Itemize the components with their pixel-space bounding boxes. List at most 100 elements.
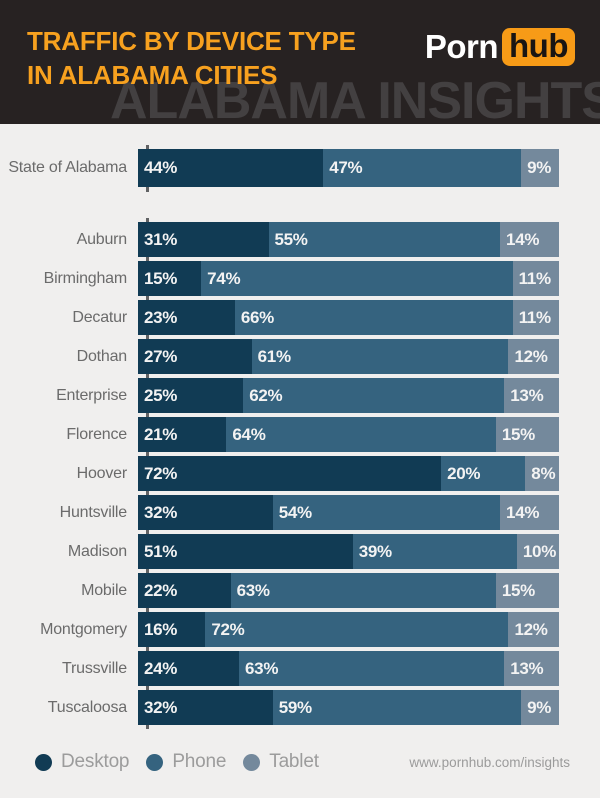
- desktop-value-label: 51%: [144, 541, 178, 561]
- tablet-value-label: 12%: [514, 619, 548, 639]
- bar-row: Auburn 31% 55% 14%: [0, 222, 600, 257]
- row-label: Madison: [67, 542, 127, 560]
- phone-value-label: 61%: [257, 346, 291, 366]
- legend-label: Phone: [172, 751, 227, 772]
- city-rows-group: Auburn 31% 55% 14% Birmingham 15% 74% 11% Decatu…: [0, 222, 600, 725]
- phone-value-label: 74%: [207, 268, 241, 288]
- stacked-bar: 21% 64% 15%: [138, 417, 559, 452]
- tablet-value-label: 13%: [510, 658, 544, 678]
- segment-phone: 47%: [323, 149, 522, 187]
- row-label: Hoover: [76, 464, 128, 482]
- tablet-value-label: 10%: [522, 541, 557, 561]
- segment-phone: 20%: [441, 456, 526, 491]
- bar-row: Hoover 72% 20% 8%: [0, 456, 600, 491]
- bar-row: Madison 51% 39% 10%: [0, 534, 600, 569]
- legend-item-tablet: Tablet: [243, 751, 319, 773]
- segment-desktop: 32%: [138, 690, 273, 725]
- desktop-value-label: 31%: [144, 229, 178, 249]
- bar-row: Florence 21% 64% 15%: [0, 417, 600, 452]
- segment-phone: 55%: [268, 222, 501, 257]
- desktop-value-label: 21%: [144, 424, 178, 444]
- segment-desktop: 23%: [138, 300, 235, 335]
- segment-phone: 63%: [239, 651, 505, 686]
- segment-tablet: 14%: [500, 222, 559, 257]
- segment-desktop: 51%: [138, 534, 353, 569]
- segment-desktop: 27%: [138, 339, 252, 374]
- infographic-title: TRAFFIC BY DEVICE TYPE IN ALABAMA CITIES: [27, 24, 356, 92]
- desktop-value-label: 32%: [144, 502, 178, 522]
- segment-desktop: 44%: [138, 149, 324, 187]
- stacked-bar: 16% 72% 12%: [138, 612, 559, 647]
- phone-value-label: 59%: [278, 697, 312, 717]
- row-label: Tuscaloosa: [47, 698, 127, 716]
- row-label: Trussville: [62, 659, 127, 677]
- segment-tablet: 9%: [521, 149, 559, 187]
- stacked-bar: 32% 59% 9%: [138, 690, 559, 725]
- desktop-value-label: 25%: [144, 385, 178, 405]
- segment-tablet: 8%: [525, 456, 559, 491]
- tablet-value-label: 15%: [501, 580, 535, 600]
- watermark-text: ALABAMA INSIGHTS: [110, 72, 600, 124]
- segment-tablet: 12%: [508, 339, 559, 374]
- segment-phone: 72%: [205, 612, 509, 647]
- tablet-value-label: 11%: [518, 307, 551, 327]
- device-type-chart: State of Alabama 44% 47% 9% Auburn 31% 55% 14%…: [0, 124, 600, 798]
- legend-swatch-tablet: [243, 753, 261, 771]
- segment-phone: 61%: [251, 339, 509, 374]
- desktop-value-label: 44%: [144, 158, 178, 177]
- row-label: Florence: [66, 425, 127, 443]
- tablet-value-label: 11%: [518, 268, 551, 288]
- row-label: Dothan: [76, 347, 128, 365]
- desktop-value-label: 22%: [144, 580, 178, 600]
- segment-desktop: 72%: [138, 456, 442, 491]
- segment-tablet: 11%: [512, 300, 559, 335]
- legend-swatch-desktop: [35, 753, 52, 771]
- segment-phone: 39%: [352, 534, 517, 569]
- desktop-value-label: 16%: [144, 619, 178, 639]
- bar-row: Tuscaloosa 32% 59% 9%: [0, 690, 600, 725]
- bar-row: Montgomery 16% 72% 12%: [0, 612, 600, 647]
- segment-tablet: 10%: [516, 534, 559, 569]
- legend-item-desktop: Desktop: [35, 751, 130, 773]
- stacked-bar: 51% 39% 10%: [138, 534, 559, 569]
- segment-desktop: 22%: [138, 573, 231, 608]
- segment-tablet: 15%: [495, 417, 559, 452]
- row-label: Birmingham: [43, 269, 128, 287]
- insights-url: www.pornhub.com/insights: [409, 755, 570, 770]
- stacked-bar: 32% 54% 14%: [138, 495, 559, 530]
- phone-value-label: 55%: [274, 229, 308, 249]
- bar-row: Huntsville 32% 54% 14%: [0, 495, 600, 530]
- bar-row: Trussville 24% 63% 13%: [0, 651, 600, 686]
- state-row-group: State of Alabama 44% 47% 9%: [0, 149, 600, 187]
- row-label: Decatur: [72, 308, 127, 326]
- segment-desktop: 31%: [138, 222, 269, 257]
- stacked-bar: 27% 61% 12%: [138, 339, 559, 374]
- stacked-bar: 22% 63% 15%: [138, 573, 559, 608]
- stacked-bar: 23% 66% 11%: [138, 300, 559, 335]
- phone-value-label: 66%: [240, 307, 274, 327]
- tablet-value-label: 12%: [514, 346, 548, 366]
- phone-value-label: 64%: [232, 424, 266, 444]
- desktop-value-label: 72%: [144, 463, 178, 483]
- segment-tablet: 11%: [512, 261, 559, 296]
- segment-desktop: 24%: [138, 651, 240, 686]
- segment-tablet: 9%: [521, 690, 559, 725]
- tablet-value-label: 14%: [506, 229, 540, 249]
- stacked-bar: 15% 74% 11%: [138, 261, 559, 296]
- segment-phone: 62%: [243, 378, 505, 413]
- phone-value-label: 63%: [236, 580, 270, 600]
- title-line-1: TRAFFIC BY DEVICE TYPE: [27, 26, 356, 56]
- phone-value-label: 47%: [329, 158, 363, 177]
- title-line-2: IN ALABAMA CITIES: [27, 60, 278, 90]
- phone-value-label: 20%: [447, 463, 481, 483]
- tablet-value-label: 14%: [506, 502, 540, 522]
- legend-label: Tablet: [269, 751, 319, 772]
- segment-desktop: 15%: [138, 261, 202, 296]
- desktop-value-label: 15%: [144, 268, 178, 288]
- row-label: State of Alabama: [8, 159, 127, 176]
- pornhub-logo: Porn hub: [425, 28, 575, 66]
- legend-swatch-phone: [146, 753, 164, 771]
- row-label: Mobile: [81, 581, 127, 599]
- segment-phone: 59%: [272, 690, 522, 725]
